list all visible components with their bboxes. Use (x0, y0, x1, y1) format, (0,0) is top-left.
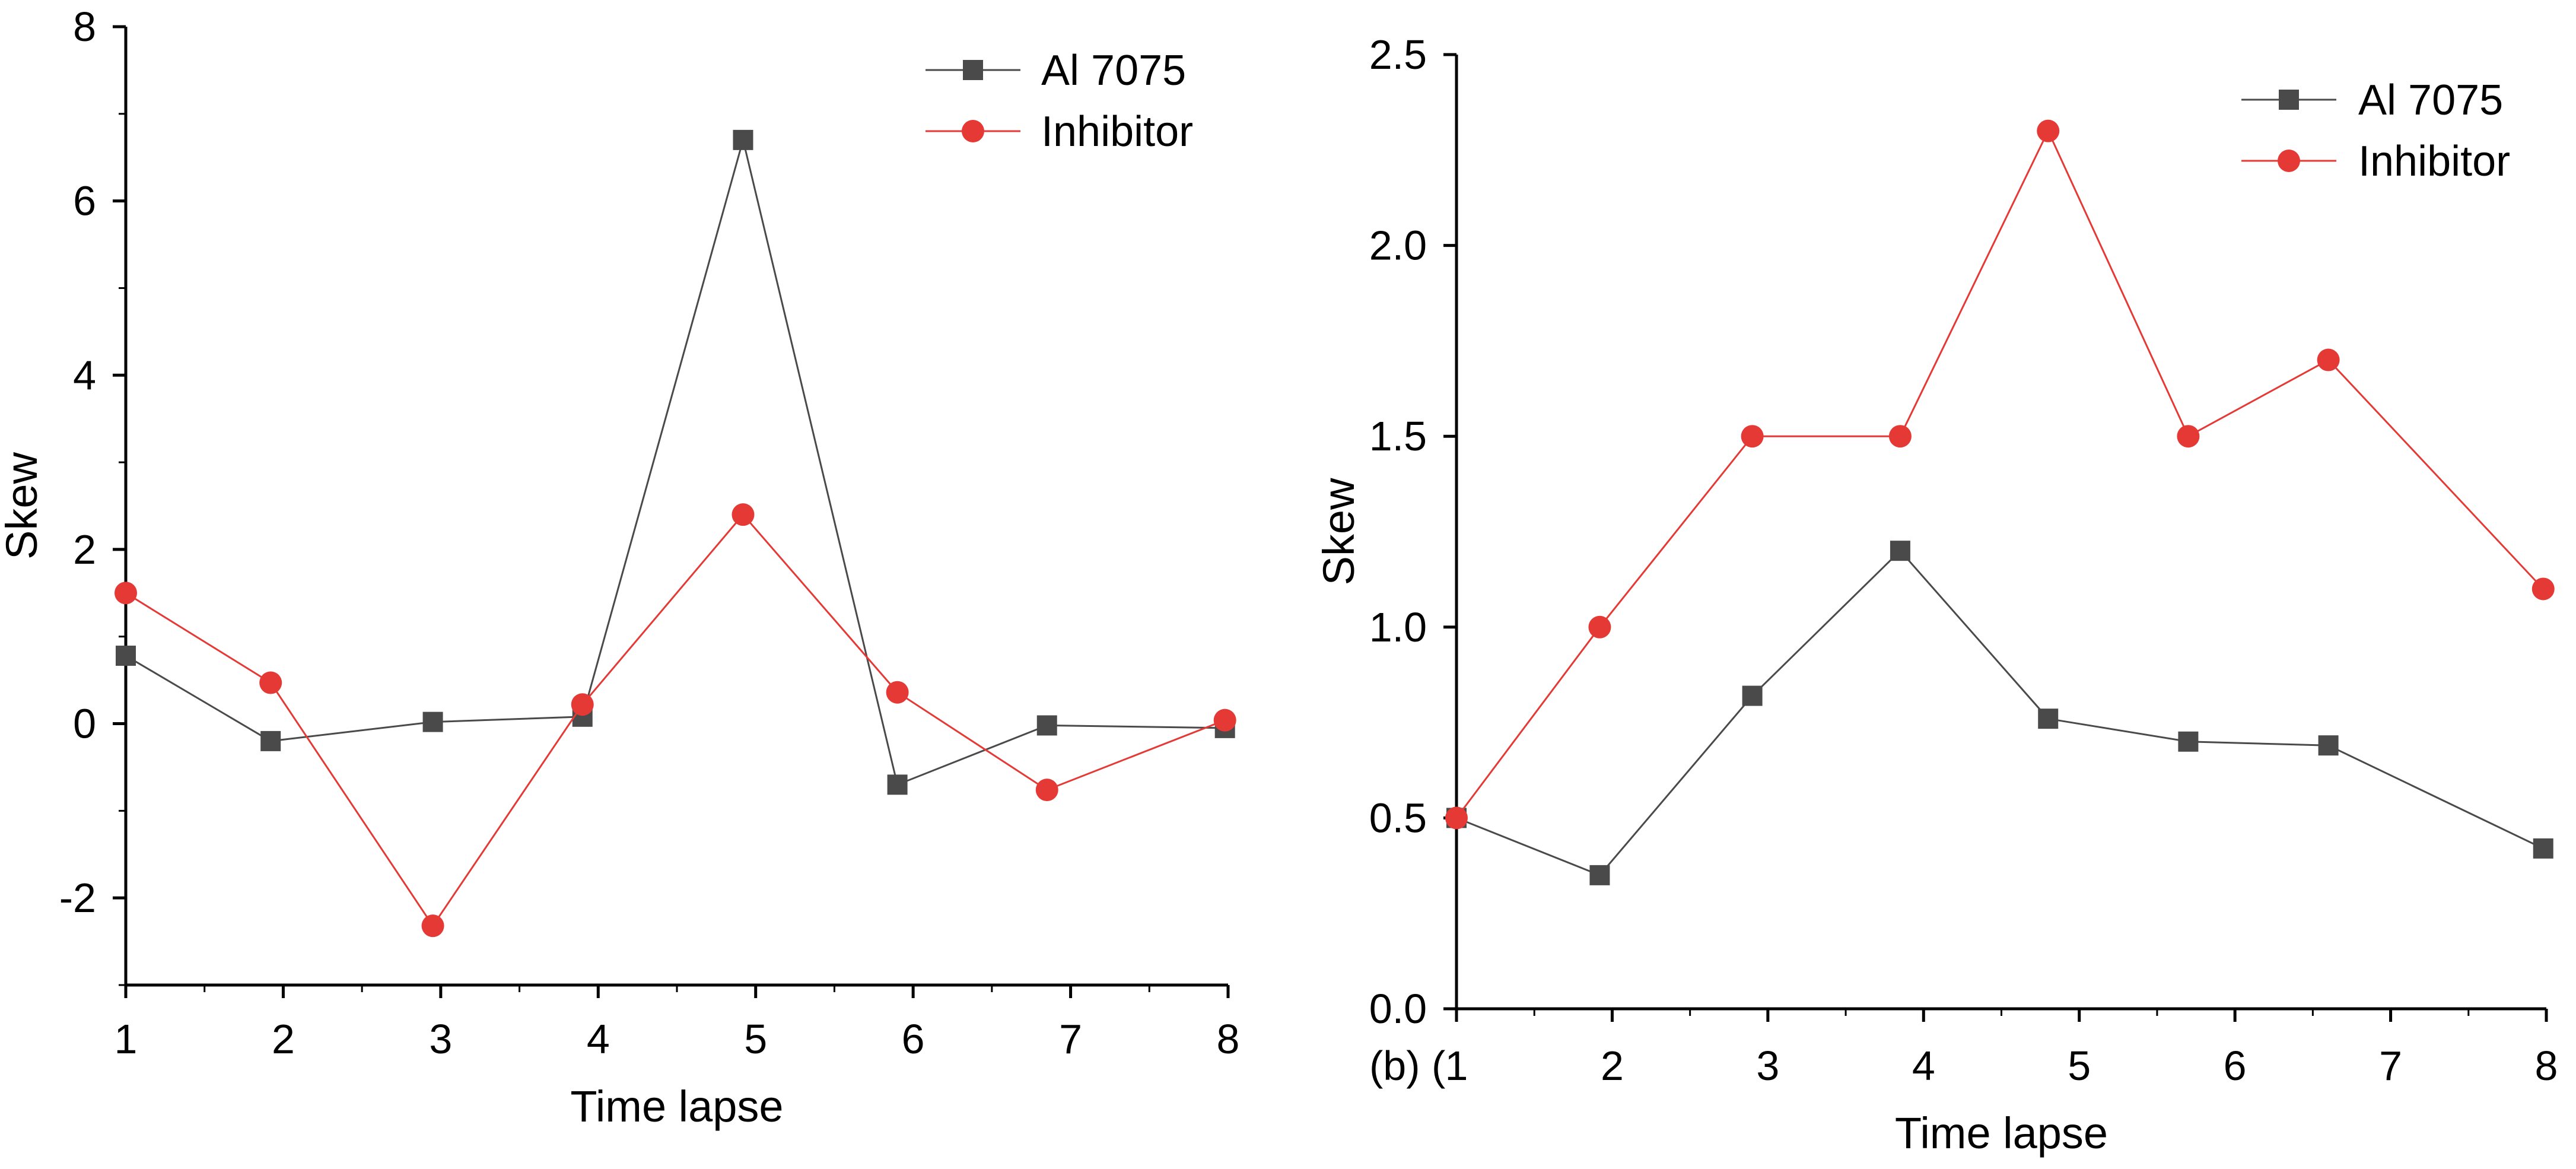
data-point-al7075 (260, 730, 281, 751)
data-point-inhibitor (2177, 425, 2200, 448)
legend-marker-inhibitor (962, 120, 984, 142)
x-axis-title: Time lapse (1895, 1108, 2108, 1158)
x-tick-label: 1 (1445, 1043, 1468, 1089)
legend-marker-al7075 (963, 60, 983, 80)
panel-a: Al 7075 Inhibitor Skew Time lapse -2 0 2 4 6… (0, 4, 1239, 1131)
x-tick-label: 3 (429, 1016, 452, 1062)
data-point-inhibitor (1445, 806, 1468, 830)
series-line-inhibitor (125, 513, 1226, 927)
legend-marker-al7075 (2279, 90, 2299, 110)
x-tick-label: 1 (115, 1016, 138, 1062)
x-tick-label: 6 (902, 1016, 925, 1062)
data-point-inhibitor (421, 914, 444, 938)
data-point-inhibitor (571, 693, 594, 716)
data-point-inhibitor (886, 681, 909, 704)
y-tick-label: 8 (73, 4, 96, 50)
data-point-al7075 (2178, 731, 2199, 752)
legend-label-inhibitor: Inhibitor (2358, 138, 2510, 185)
y-tick-label: 0 (73, 701, 96, 747)
x-tick-label: 8 (1217, 1016, 1240, 1062)
data-point-al7075 (116, 646, 136, 666)
panel-label: (b) ( (1369, 1043, 1445, 1089)
data-point-al7075 (422, 711, 443, 732)
data-point-al7075 (2533, 838, 2553, 859)
x-tick-label: 3 (1756, 1043, 1779, 1089)
y-tick-label: 6 (73, 178, 96, 224)
y-tick-label: 2.0 (1369, 223, 1427, 269)
data-point-inhibitor (1588, 615, 1611, 638)
panel-b: Al 7075 Inhibitor Skew Time lapse (b) ( … (1314, 31, 2558, 1158)
x-axis-title: Time lapse (570, 1082, 783, 1131)
x-tick-label: 7 (2379, 1043, 2402, 1089)
data-point-al7075 (2318, 735, 2339, 756)
y-tick-label: 1.0 (1369, 604, 1427, 650)
y-tick-label: 2.5 (1369, 31, 1427, 78)
y-axis-title: Skew (1314, 478, 1363, 586)
data-point-inhibitor (1888, 425, 1912, 448)
data-point-al7075 (733, 129, 753, 150)
y-tick-label: 1.5 (1369, 413, 1427, 459)
legend-marker-inhibitor (2278, 150, 2300, 172)
data-point-inhibitor (2317, 348, 2340, 371)
x-tick-label: 8 (2535, 1043, 2558, 1089)
legend-label-inhibitor: Inhibitor (1041, 108, 1193, 155)
x-tick-label: 7 (1059, 1016, 1082, 1062)
x-tick-label: 4 (587, 1016, 610, 1062)
data-point-al7075 (1742, 685, 1763, 706)
data-point-inhibitor (732, 503, 755, 526)
x-tick-label: 6 (2224, 1043, 2247, 1089)
legend-b: Al 7075 Inhibitor (2241, 77, 2510, 185)
legend-a: Al 7075 Inhibitor (926, 47, 1193, 155)
data-point-al7075 (2038, 709, 2059, 729)
x-tick-label: 5 (2068, 1043, 2091, 1089)
series-line-al7075 (1456, 549, 2544, 876)
legend-label-al7075: Al 7075 (1041, 47, 1186, 94)
data-point-inhibitor (1741, 425, 1764, 448)
y-tick-label: 2 (73, 526, 96, 573)
series-line-al7075 (125, 136, 1225, 786)
y-tick-label: 0.5 (1369, 795, 1427, 841)
series-line-inhibitor (1455, 129, 2544, 819)
data-point-al7075 (1890, 541, 1910, 561)
y-tick-label: 4 (73, 352, 96, 398)
data-point-al7075 (887, 774, 908, 795)
x-tick-label: 4 (1912, 1043, 1935, 1089)
x-tick-label: 5 (744, 1016, 767, 1062)
data-point-inhibitor (2037, 119, 2060, 142)
data-point-inhibitor (259, 671, 282, 694)
x-tick-label: 2 (1601, 1043, 1624, 1089)
data-point-inhibitor (1035, 779, 1058, 802)
data-point-al7075 (1589, 865, 1610, 885)
x-tick-label: 2 (272, 1016, 295, 1062)
y-tick-label: -2 (59, 875, 96, 921)
legend-label-al7075: Al 7075 (2358, 77, 2503, 124)
data-point-al7075 (1036, 715, 1057, 736)
data-point-inhibitor (2532, 577, 2555, 601)
data-point-inhibitor (115, 582, 137, 605)
data-point-inhibitor (1213, 709, 1236, 732)
y-tick-label: 0.0 (1369, 986, 1427, 1032)
y-axis-title: Skew (0, 452, 46, 560)
